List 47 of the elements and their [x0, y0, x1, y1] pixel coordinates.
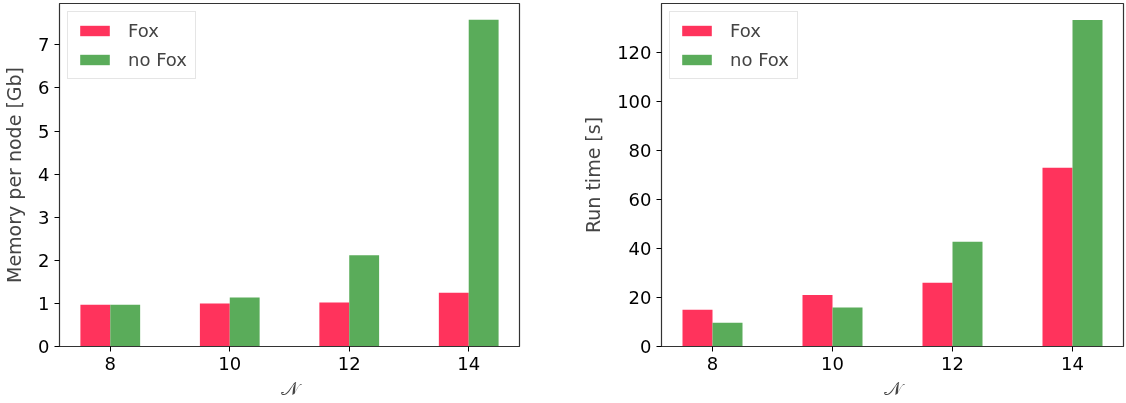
y-tick-label: 40	[628, 238, 652, 259]
bar	[1042, 167, 1073, 347]
x-tick-label: 12	[941, 352, 964, 374]
bar	[110, 304, 141, 347]
bar	[952, 241, 983, 347]
y-tick-label: 100	[617, 91, 652, 112]
y-tick-label: 7	[38, 34, 50, 56]
bar	[319, 302, 350, 347]
bar	[199, 303, 230, 347]
bar	[468, 19, 499, 347]
y-tick-label: 2	[38, 249, 50, 271]
y-tick-label: 20	[628, 287, 652, 308]
x-tick-label: 14	[457, 352, 481, 374]
bar	[80, 304, 111, 347]
x-axis-title: 𝒩	[280, 376, 302, 399]
x-tick-label: 10	[821, 352, 844, 374]
bar	[1072, 19, 1103, 347]
legend-label: Fox	[128, 20, 159, 41]
bar	[438, 292, 469, 347]
x-tick-label: 10	[218, 352, 242, 374]
bar	[229, 297, 260, 347]
y-tick-label: 5	[38, 120, 50, 142]
y-tick-label: 1	[38, 292, 50, 314]
bar	[682, 309, 713, 347]
bar	[712, 322, 743, 347]
x-tick-label: 14	[1061, 352, 1084, 374]
bar	[922, 282, 953, 347]
legend-label: no Fox	[128, 49, 187, 70]
bar	[832, 307, 863, 347]
y-tick-label: 80	[628, 140, 652, 161]
x-tick-label: 8	[706, 352, 719, 374]
y-axis-title: Run time [s]	[582, 116, 605, 234]
y-tick-label: 120	[617, 42, 652, 63]
y-tick-label: 0	[38, 336, 50, 357]
x-tick-label: 12	[337, 352, 361, 374]
y-tick-label: 60	[628, 189, 652, 210]
y-tick-label: 6	[38, 77, 50, 99]
x-axis-title: 𝒩	[883, 376, 905, 399]
legend-label: no Fox	[730, 49, 789, 70]
legend-label: Fox	[730, 20, 761, 41]
bar	[349, 255, 380, 347]
y-tick-label: 4	[38, 163, 50, 185]
y-axis-title: Memory per node [Gb]	[3, 67, 26, 283]
bar	[802, 295, 833, 347]
y-tick-label: 0	[640, 336, 652, 357]
x-tick-label: 8	[104, 352, 117, 374]
y-tick-label: 3	[38, 206, 50, 228]
